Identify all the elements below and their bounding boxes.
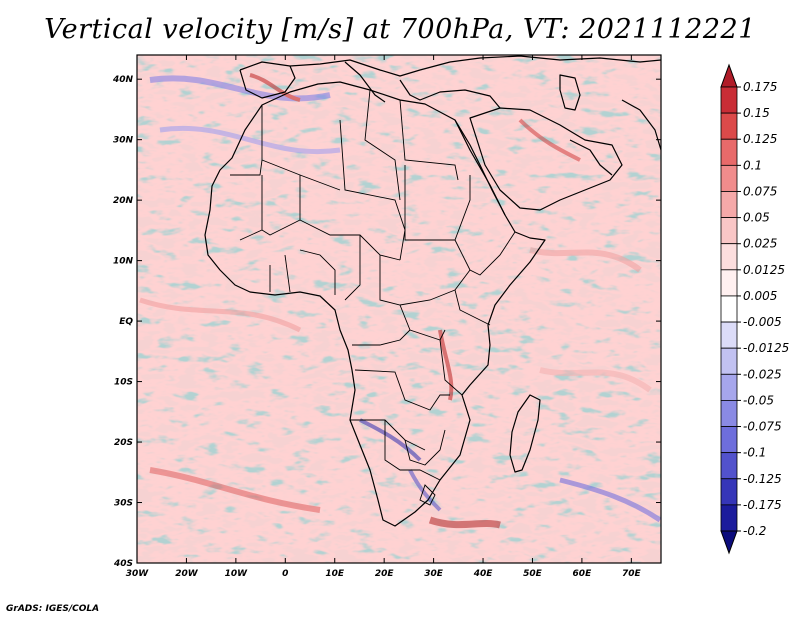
colorbar-label: 0.15 <box>743 106 770 120</box>
colorbar-bin <box>720 426 738 454</box>
colorbar-label: -0.05 <box>743 393 774 407</box>
colorbar-bin <box>720 243 738 271</box>
colorbar-bin <box>720 504 738 532</box>
madagascar-coastline <box>509 394 541 473</box>
red-sea-coastline <box>454 119 506 216</box>
lon-tick-label: 0 <box>282 569 288 579</box>
colorbar-bin <box>720 86 738 114</box>
lat-tick-label: EQ <box>119 317 133 327</box>
colorbar-label: -0.125 <box>743 472 782 486</box>
field-shading <box>137 55 661 563</box>
lat-tick-label: 40N <box>112 75 134 85</box>
colorbar-label: -0.0125 <box>743 341 789 355</box>
lon-tick-label: 20W <box>175 569 199 579</box>
colorbar-label: -0.005 <box>743 315 782 329</box>
arabia-coastline <box>469 107 623 211</box>
colorbar-label: 0.005 <box>743 289 777 303</box>
lon-tick-label: 50E <box>523 569 543 579</box>
colorbar-top-triangle <box>720 63 738 88</box>
field-streaks <box>139 73 661 529</box>
lon-tick-label: 10E <box>325 569 345 579</box>
colorbar-bin <box>720 269 738 297</box>
colorbar-bin <box>720 217 738 245</box>
colorbar-bin <box>720 373 738 401</box>
colorbar-bin <box>720 112 738 140</box>
lon-tick-label: 10W <box>225 569 249 579</box>
country-borders <box>230 89 516 506</box>
lon-tick-label: 20E <box>375 569 395 579</box>
europe-coastline <box>239 55 662 77</box>
lat-tick-label: 20S <box>114 438 133 448</box>
italy-coastline <box>344 61 386 103</box>
colorbar-label: -0.025 <box>743 367 782 381</box>
colorbar-label: -0.2 <box>743 524 766 538</box>
lat-tick-label: 10N <box>113 257 134 267</box>
colorbar-bin <box>720 295 738 323</box>
lat-tick-label: 30S <box>114 499 133 509</box>
iberia-coastline <box>239 65 296 99</box>
colorbar-label: 0.1 <box>743 158 762 172</box>
lat-tick-label: 40S <box>113 559 133 569</box>
colorbar-label: 0.175 <box>743 80 777 94</box>
persian-gulf-coastline <box>569 139 613 176</box>
colorbar-bin <box>720 321 738 349</box>
colorbar-label: -0.175 <box>743 498 782 512</box>
lon-tick-label: 60E <box>573 569 593 579</box>
lat-tick-label: 30N <box>113 136 134 146</box>
colorbar-bottom-triangle <box>720 530 738 555</box>
plot-frame <box>136 54 662 564</box>
colorbar-label: 0.025 <box>743 237 777 251</box>
colorbar-bin <box>720 452 738 480</box>
colorbar-label: 0.125 <box>743 132 777 146</box>
caspian-coastline <box>559 74 581 111</box>
lat-tick-label: 10S <box>114 378 133 388</box>
colorbar-bin <box>720 347 738 375</box>
grads-credit: GrADS: IGES/COLA <box>6 604 100 614</box>
colorbar-bin <box>720 400 738 427</box>
lon-tick-label: 30W <box>126 569 150 579</box>
colorbar-bin <box>720 164 738 192</box>
colorbar-label: -0.1 <box>743 446 766 460</box>
colorbar-bin <box>720 191 738 218</box>
colorbar-label: -0.075 <box>743 420 782 434</box>
colorbar-label: 0.0125 <box>743 263 785 277</box>
colorbar-bin <box>720 478 738 506</box>
lat-tick-label: 20N <box>113 196 134 206</box>
lon-tick-label: 70E <box>622 569 642 579</box>
lon-tick-label: 30E <box>424 569 444 579</box>
colorbar-label: 0.05 <box>743 211 770 225</box>
chart-title: Vertical velocity [m/s] at 700hPa, VT: 2… <box>44 14 756 45</box>
greece-turkey-coastline <box>399 79 501 109</box>
lon-tick-label: 40E <box>473 569 494 579</box>
colorbar-label: 0.075 <box>743 184 777 198</box>
colorbar-bin <box>720 138 738 166</box>
